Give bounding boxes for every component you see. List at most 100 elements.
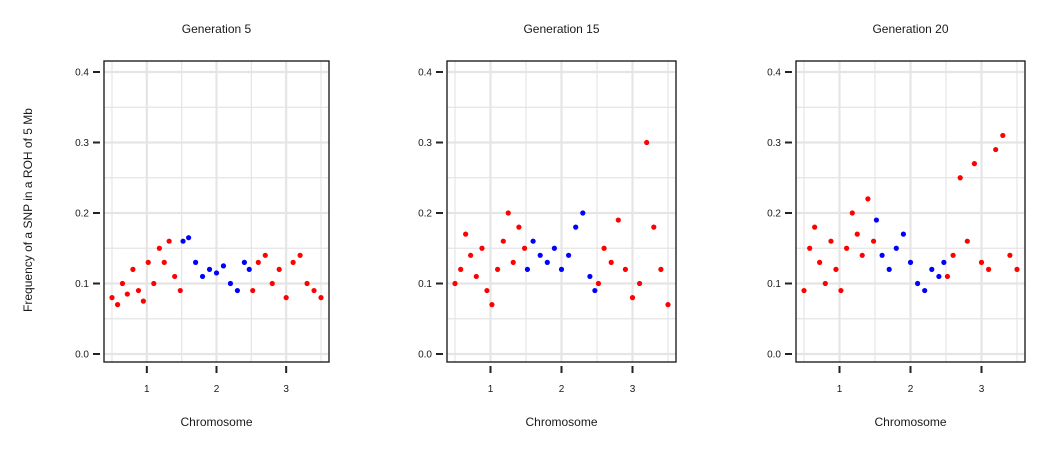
data-point xyxy=(595,280,602,287)
y-axis-label: Frequency of a SNP in a ROH of 5 Mb xyxy=(21,108,35,312)
data-point xyxy=(516,224,522,230)
data-point xyxy=(873,217,880,223)
data-point xyxy=(452,280,458,287)
x-tick-label: 1 xyxy=(488,384,494,395)
data-point xyxy=(978,259,985,265)
data-point xyxy=(566,252,572,258)
x-tick-label: 3 xyxy=(630,384,636,395)
data-point xyxy=(524,266,531,272)
data-point xyxy=(186,235,192,241)
y-tick-label: 0.4 xyxy=(75,68,89,79)
data-point xyxy=(658,266,664,272)
data-point xyxy=(468,252,474,258)
series-chromosome-3 xyxy=(250,252,324,301)
series-chromosome-1 xyxy=(801,196,877,294)
data-point xyxy=(290,259,296,265)
data-point xyxy=(651,224,657,230)
y-tick-label: 0.4 xyxy=(418,68,432,79)
data-point xyxy=(206,266,213,272)
x-tick-label: 3 xyxy=(979,384,985,395)
data-point xyxy=(135,287,142,294)
x-tick-label: 3 xyxy=(283,384,289,395)
series-chromosome-3 xyxy=(944,132,1020,280)
data-point xyxy=(489,302,495,308)
data-point xyxy=(250,287,256,294)
data-point xyxy=(304,280,310,287)
data-point xyxy=(199,273,206,280)
data-point xyxy=(479,245,485,251)
data-point xyxy=(944,273,951,280)
data-point xyxy=(900,231,907,237)
data-point xyxy=(177,287,183,294)
data-point xyxy=(530,238,536,244)
data-point xyxy=(297,252,303,258)
data-point xyxy=(941,259,947,265)
x-tick-label: 2 xyxy=(214,384,220,395)
panel-1: Generation 5 0.0 0.1 0.2 0.3 0.4 1 2 3 Chromosome xyxy=(75,22,330,429)
y-tick-label: 0.2 xyxy=(418,209,432,220)
series-chromosome-3 xyxy=(595,139,671,308)
data-point xyxy=(807,245,813,251)
data-point xyxy=(644,139,650,146)
data-point xyxy=(886,266,892,272)
panel-3: Generation 20 0.0 0.1 0.2 0.3 0.4 1 2 3 Chromosom… xyxy=(767,22,1026,429)
data-point xyxy=(234,287,240,294)
data-point xyxy=(865,196,871,202)
data-point xyxy=(458,266,464,272)
data-point xyxy=(151,280,157,287)
series-chromosome-1 xyxy=(109,238,183,308)
data-point xyxy=(193,259,199,265)
y-tick-label: 0.1 xyxy=(418,279,432,290)
y-tick-label: 0.0 xyxy=(75,350,89,361)
panel-title: Generation 15 xyxy=(523,22,599,36)
data-point xyxy=(622,266,629,272)
data-point xyxy=(1014,266,1020,272)
data-point xyxy=(964,238,970,244)
data-point xyxy=(537,252,543,258)
data-point xyxy=(854,231,860,237)
x-tick-label: 1 xyxy=(837,384,843,395)
x-tick-label: 1 xyxy=(144,384,150,395)
series-chromosome-2 xyxy=(873,217,947,294)
x-tick-label: 2 xyxy=(559,384,565,395)
data-point xyxy=(587,273,593,280)
y-tick-label: 0.0 xyxy=(767,350,781,361)
data-point xyxy=(828,238,834,244)
data-point xyxy=(473,273,479,280)
data-point xyxy=(220,263,227,269)
plot-frame xyxy=(446,60,677,363)
x-tick-label: 2 xyxy=(908,384,914,395)
data-point xyxy=(879,252,885,258)
data-point xyxy=(629,295,636,301)
data-point xyxy=(521,245,528,251)
data-point xyxy=(812,224,818,230)
data-point xyxy=(573,224,579,230)
data-point xyxy=(915,280,921,287)
series-chromosome-1 xyxy=(452,210,528,308)
data-point xyxy=(801,287,807,294)
data-point xyxy=(180,238,186,244)
data-point xyxy=(838,287,844,294)
data-point xyxy=(608,259,614,265)
data-point xyxy=(907,259,914,265)
data-point xyxy=(172,273,178,280)
data-point xyxy=(227,280,234,287)
data-point xyxy=(592,287,598,294)
data-point xyxy=(114,302,121,308)
data-point xyxy=(558,266,565,272)
data-point xyxy=(870,238,877,244)
data-point xyxy=(637,280,643,287)
y-tick-label: 0.4 xyxy=(767,68,781,79)
y-tick-label: 0.3 xyxy=(75,138,89,149)
data-point xyxy=(615,217,621,223)
data-point xyxy=(109,295,115,301)
plot-frame xyxy=(795,60,1026,363)
data-point xyxy=(986,266,992,272)
data-point xyxy=(922,287,928,294)
data-point xyxy=(551,245,558,251)
plot-frame xyxy=(103,60,330,363)
y-tick-label: 0.0 xyxy=(418,350,432,361)
data-point xyxy=(833,266,839,272)
